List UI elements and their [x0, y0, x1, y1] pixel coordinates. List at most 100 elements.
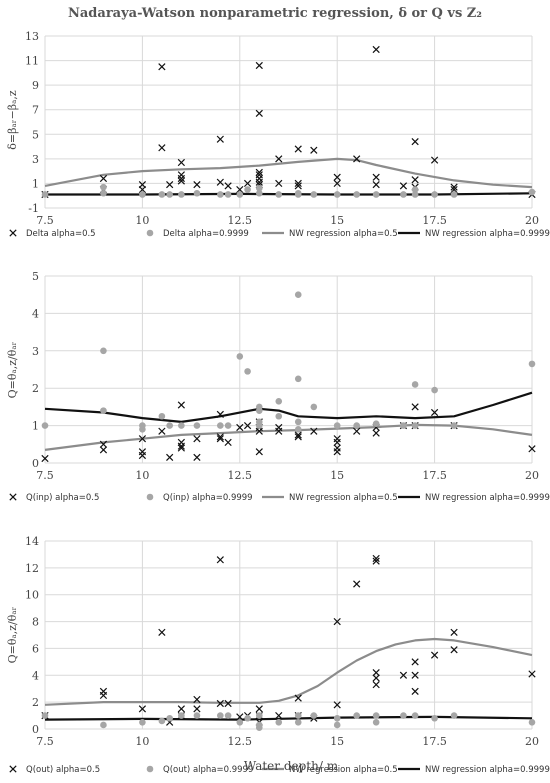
data-point: [255, 109, 263, 118]
data-point: [224, 438, 232, 447]
data-point: [243, 179, 252, 188]
data-point: [236, 185, 244, 194]
data-point: [158, 628, 166, 636]
markers-dot: [41, 183, 536, 198]
data-point: [450, 183, 458, 191]
legend-marker: [9, 229, 17, 237]
data-point: [244, 368, 251, 375]
data-point: [372, 191, 380, 198]
data-point: [236, 718, 244, 726]
y-tick-label: 7: [32, 104, 39, 117]
data-point: [294, 433, 302, 441]
data-point: [244, 186, 251, 193]
data-point: [236, 191, 244, 198]
data-point: [450, 191, 458, 198]
data-point: [310, 146, 318, 154]
data-point: [166, 181, 174, 189]
data-point: [275, 397, 283, 405]
data-point: [431, 191, 438, 198]
data-point: [216, 435, 224, 443]
data-point: [353, 422, 360, 429]
data-point: [528, 445, 536, 453]
data-point: [353, 191, 360, 198]
data-point: [333, 721, 341, 729]
y-tick-label: 6: [32, 642, 39, 655]
legend-label: Q(out) alpha=0.5: [26, 765, 100, 775]
series-3: [44, 157, 533, 189]
data-point: [139, 191, 146, 198]
data-point: [528, 670, 536, 678]
y-tick-label: 12: [25, 562, 39, 575]
data-point: [177, 444, 185, 452]
data-point: [430, 408, 439, 417]
data-point: [138, 435, 147, 443]
data-point: [158, 191, 166, 198]
data-point: [216, 410, 224, 419]
data-point: [166, 714, 173, 722]
x-axis-label: Water depth/ m: [244, 759, 339, 773]
data-point: [310, 427, 318, 435]
y-tick-label: 4: [32, 307, 39, 320]
data-point: [333, 714, 341, 722]
data-point: [294, 179, 302, 188]
data-point: [41, 712, 49, 719]
legend-marker: [9, 493, 17, 501]
data-point: [224, 712, 232, 719]
data-point: [310, 191, 318, 198]
data-point: [178, 191, 185, 198]
x-tick-label: 10: [135, 214, 149, 227]
y-tick-label: 13: [25, 30, 39, 43]
x-tick-label: 17.5: [422, 214, 447, 227]
data-point: [158, 144, 166, 152]
data-point: [99, 440, 108, 448]
regression-line: [44, 391, 533, 423]
data-point: [353, 427, 361, 435]
data-point: [99, 174, 108, 183]
data-point: [411, 186, 419, 193]
data-point: [275, 412, 283, 420]
data-point: [166, 422, 173, 429]
series-4: [44, 715, 533, 721]
data-point: [411, 687, 419, 696]
data-point: [193, 422, 201, 429]
data-point: [411, 422, 419, 429]
x-tick-label: 12.5: [228, 469, 253, 482]
data-point: [399, 671, 408, 679]
legend: Q(out) alpha=0.5 Q(out) alpha=0.9999 NW re…: [9, 765, 550, 775]
data-point: [400, 712, 407, 719]
data-point: [275, 191, 283, 198]
y-tick-label: 8: [32, 616, 39, 629]
data-point: [294, 375, 302, 383]
data-point: [216, 135, 224, 143]
data-point: [372, 173, 380, 181]
data-point: [193, 189, 201, 197]
data-point: [100, 347, 107, 355]
data-point: [138, 705, 147, 713]
data-point: [217, 712, 224, 719]
data-point: [255, 189, 263, 197]
data-point: [178, 712, 185, 719]
data-point: [217, 422, 224, 429]
data-point: [400, 191, 407, 198]
series-3: [44, 637, 533, 706]
data-point: [411, 403, 419, 411]
x-tick-label: 20: [525, 735, 539, 748]
data-point: [166, 191, 173, 198]
regression-line: [44, 157, 533, 189]
data-point: [244, 714, 251, 722]
data-point: [193, 695, 201, 704]
data-point: [138, 185, 147, 194]
data-point: [139, 426, 146, 433]
data-point: [177, 705, 185, 713]
data-point: [372, 557, 380, 565]
x-tick-label: 12.5: [228, 214, 253, 227]
data-point: [236, 353, 244, 360]
data-point: [411, 671, 419, 679]
legend-label: NW regression alpha=0.5: [289, 765, 398, 775]
data-point: [372, 718, 380, 726]
x-tick-label: 15: [330, 214, 344, 227]
data-point: [372, 181, 380, 189]
data-point: [236, 713, 244, 721]
